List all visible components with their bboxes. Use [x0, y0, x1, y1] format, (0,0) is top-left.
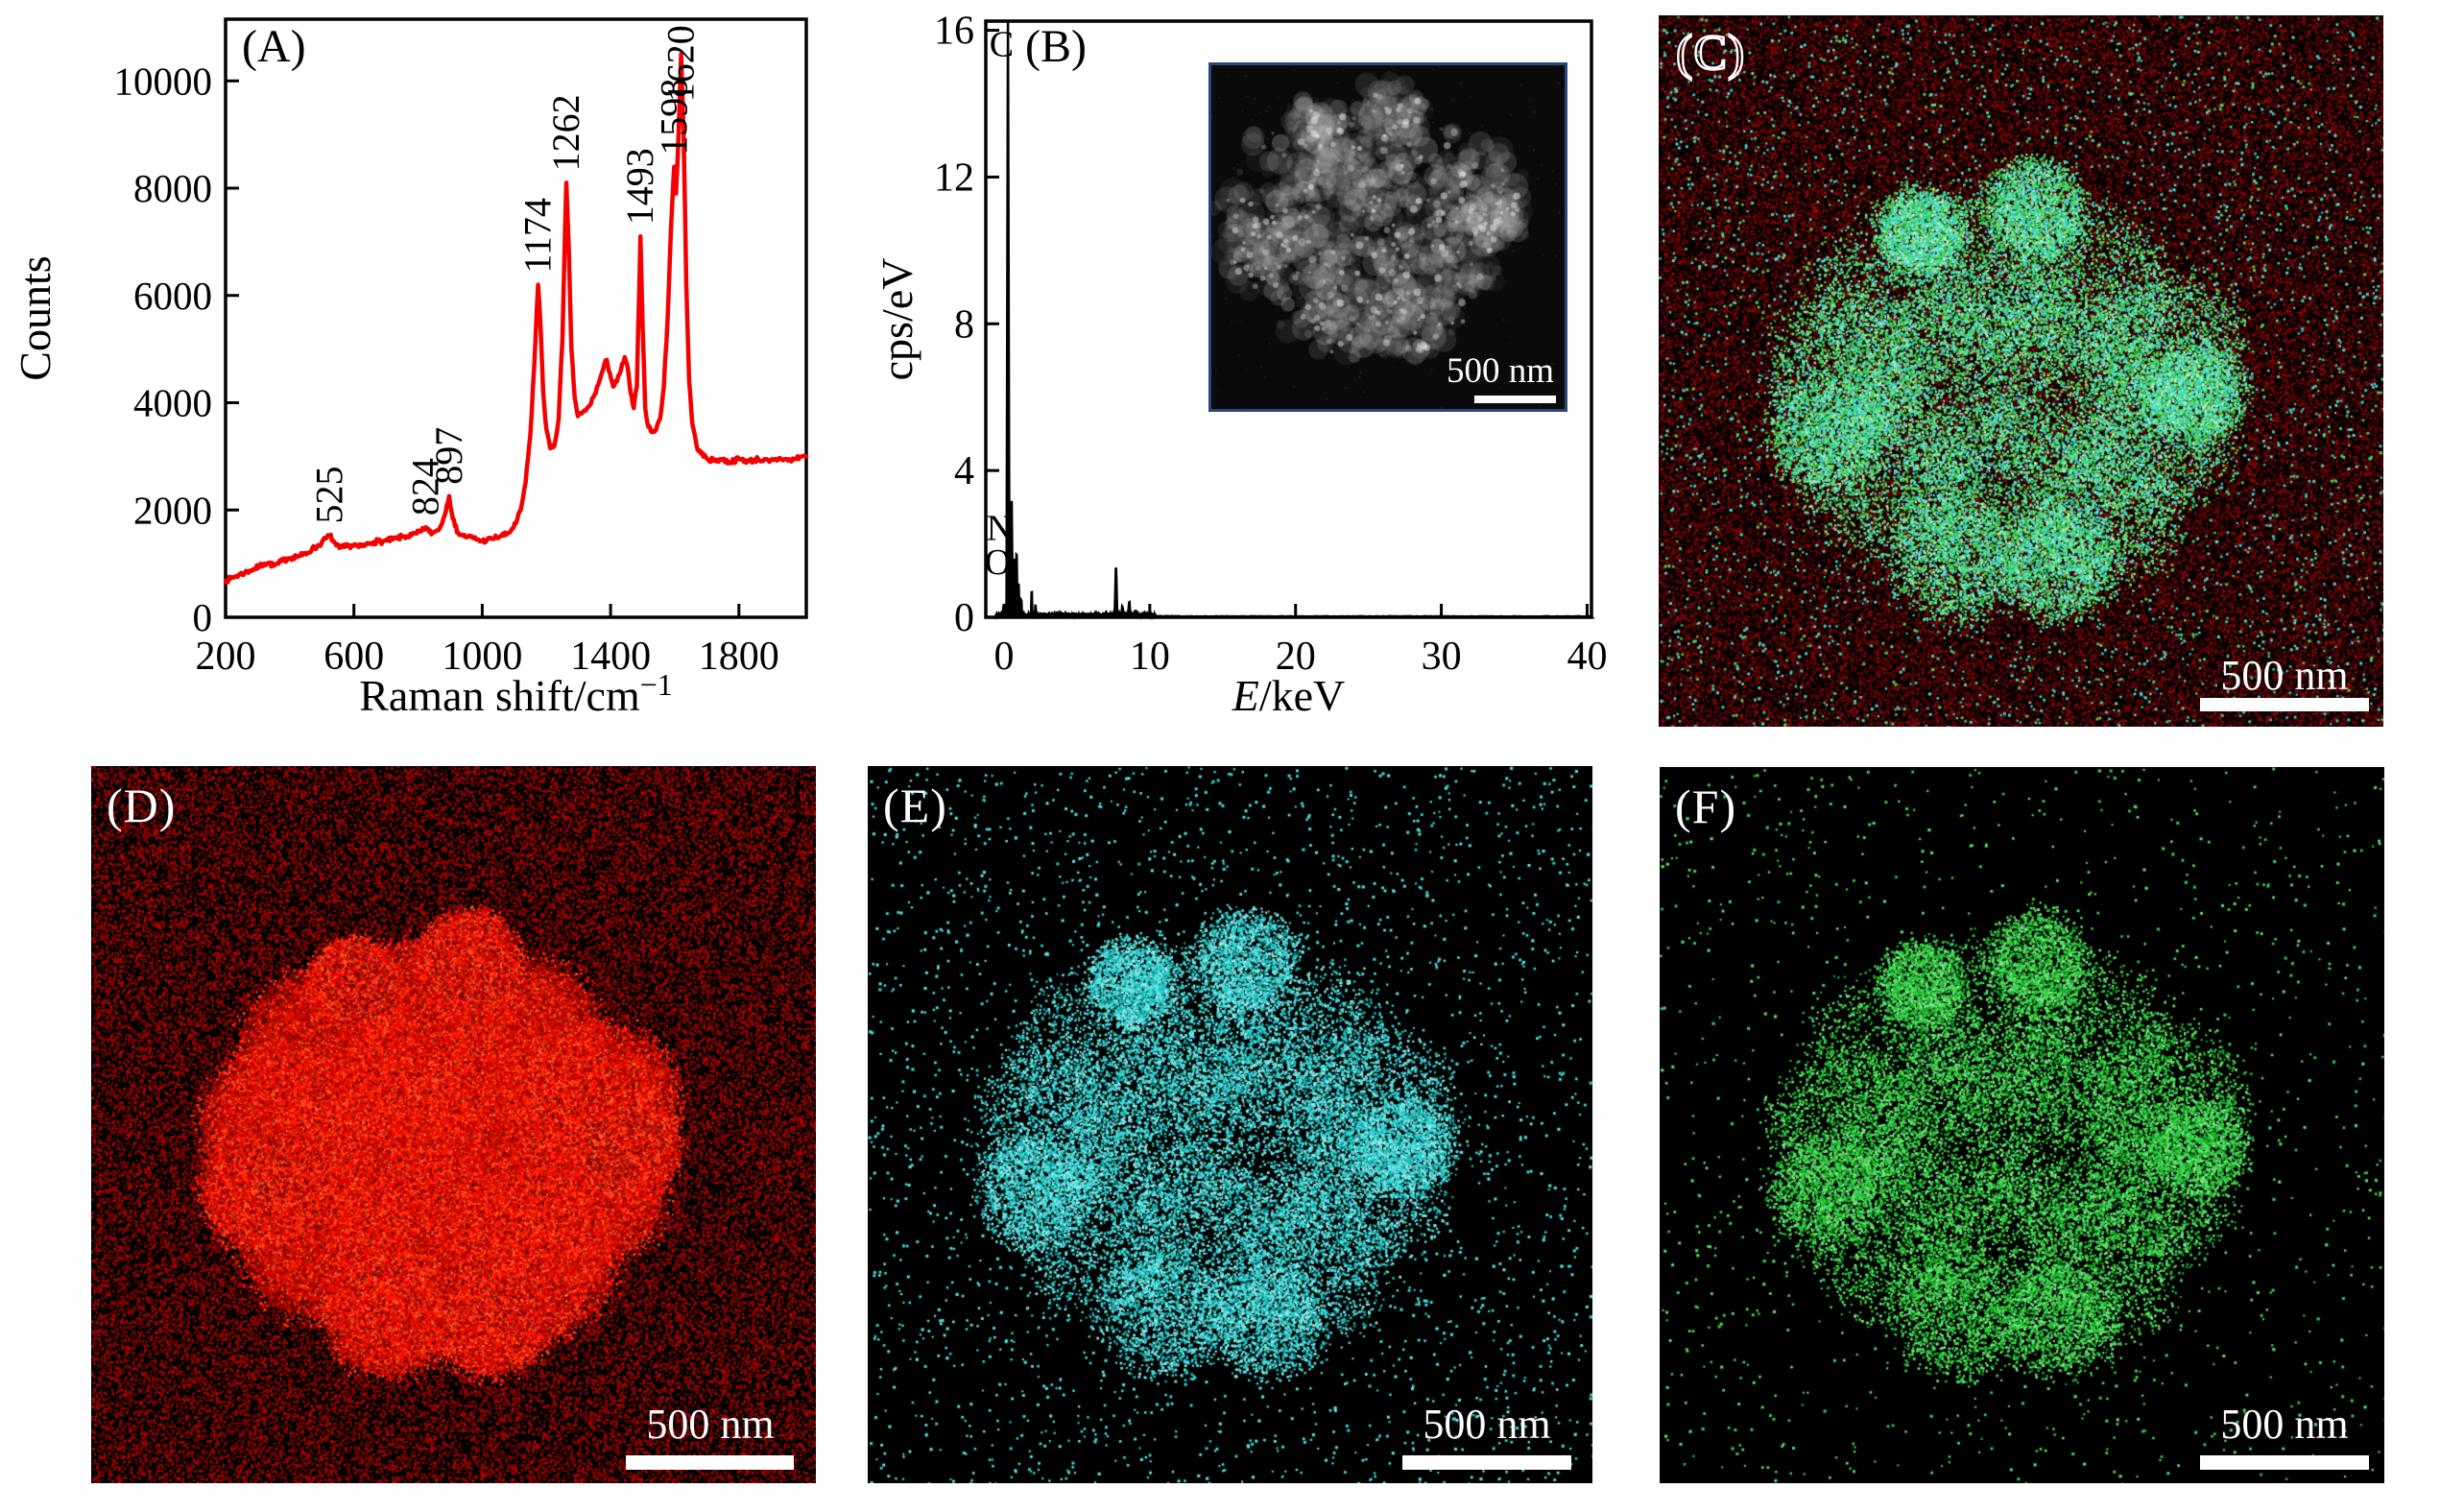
raman-y-axis-title: Counts [11, 255, 60, 380]
raman-x-tick-label: 600 [323, 635, 384, 679]
panel-e-scale-bar [1402, 1455, 1571, 1470]
eds-x-tick-label: 40 [1567, 635, 1607, 679]
sem-inset [1208, 62, 1567, 412]
raman-peak-label: 1620 [659, 25, 703, 102]
raman-y-tick-label: 2000 [133, 488, 212, 532]
raman-peak-label: 1493 [618, 148, 661, 225]
panel-c-scale-bar [2200, 698, 2369, 711]
eds-spectrum-area [994, 20, 1596, 620]
raman-peak-label: 525 [308, 467, 351, 524]
raman-y-tick-label: 10000 [114, 59, 213, 103]
eds-y-tick-label: 0 [954, 596, 974, 640]
raman-x-tick-label: 1400 [570, 635, 651, 679]
raman-peak-label: 897 [427, 427, 470, 485]
sem-inset-scale-text: 500 nm [1446, 351, 1555, 391]
raman-peak-label: 1262 [544, 94, 587, 171]
raman-x-tick-label: 200 [196, 635, 256, 679]
raman-peak-label: 824 [404, 458, 447, 516]
eds-y-tick-label: 12 [934, 156, 974, 200]
panel-d-scale-bar [626, 1455, 794, 1470]
raman-x-axis-title: Raman shift/cm−1 [359, 667, 673, 720]
eds-x-tick-label: 20 [1276, 635, 1316, 679]
sem-inset-image [1211, 65, 1565, 409]
panel-b-label: (B) [1025, 21, 1087, 72]
raman-spectrum-line [223, 52, 809, 586]
panel-c-label: (C) [1675, 26, 1746, 81]
eds-y-tick-label: 8 [954, 302, 974, 347]
eds-x-tick-label: 30 [1422, 635, 1462, 679]
raman-peak-label: 1598 [652, 79, 695, 156]
raman-x-tick-label: 1000 [442, 635, 522, 679]
panel-e-scale-text: 500 nm [1423, 1401, 1551, 1448]
eds-map-cyan-canvas [868, 766, 1592, 1483]
panel-e-label: (E) [883, 779, 947, 832]
raman-frame [224, 17, 808, 619]
eds-x-tick-label: 10 [1130, 635, 1170, 679]
panel-f-scale-bar [2200, 1455, 2369, 1470]
eds-map-green-canvas [1660, 767, 2384, 1483]
eds-y-tick-label: 16 [934, 10, 974, 54]
eds-map-overlay-canvas [1659, 15, 2383, 727]
raman-spectrum-panel: 0 2000 4000 6000 8000 10000 200 600 1000 1400 1800… [11, 17, 809, 720]
raman-y-tick-label: 4000 [133, 381, 212, 425]
eds-element-label-C: C [990, 24, 1014, 64]
panel-d-scale-text: 500 nm [646, 1401, 775, 1448]
eds-x-axis-title: E/keV [1232, 671, 1346, 720]
panel-f-scale-text: 500 nm [2220, 1401, 2349, 1448]
eds-map-red-canvas [91, 766, 816, 1483]
panel-d-label: (D) [107, 779, 177, 832]
panel-c-scale-text: 500 nm [2220, 652, 2349, 699]
raman-y-tick-label: 8000 [133, 166, 212, 210]
eds-y-tick-label: 4 [954, 449, 974, 493]
raman-peak-label: 1174 [516, 198, 560, 274]
panel-a-label: (A) [242, 21, 306, 72]
panel-f-label: (F) [1675, 780, 1737, 833]
sem-inset-scale-bar [1474, 396, 1556, 403]
raman-y-tick-label: 6000 [133, 274, 212, 318]
raman-x-tick-label: 1800 [699, 635, 779, 679]
eds-y-axis-title: cps/eV [873, 258, 921, 381]
eds-x-tick-label: 0 [993, 635, 1014, 679]
raman-y-tick-label: 0 [193, 595, 213, 639]
